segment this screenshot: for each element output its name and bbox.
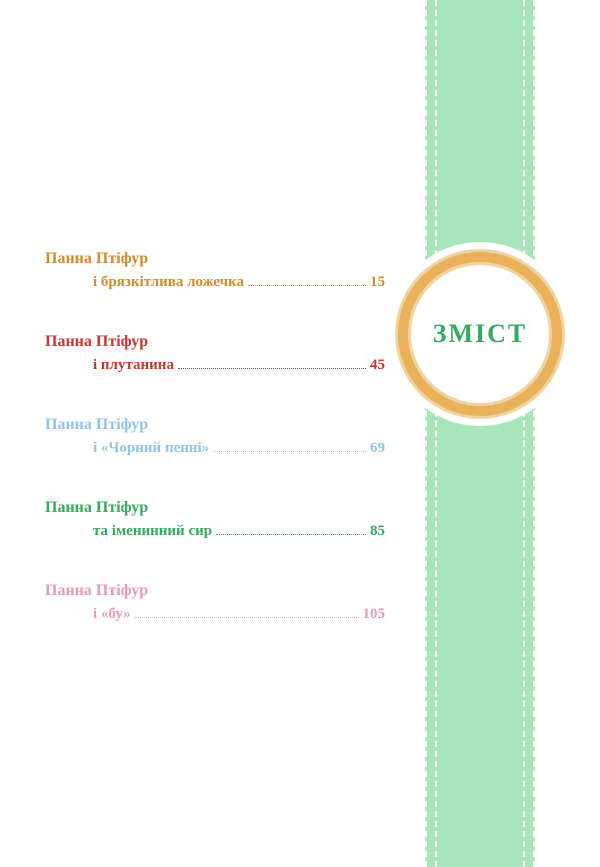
toc-subtitle: та іменинний сир xyxy=(93,523,212,540)
toc-leader xyxy=(213,451,366,452)
toc-item: Панна Птіфур і брязкітлива ложечка 15 xyxy=(45,250,385,291)
toc-page: 105 xyxy=(363,606,386,623)
toc-title: Панна Птіфур xyxy=(45,333,385,351)
toc-title: Панна Птіфур xyxy=(45,499,385,517)
toc-page: 15 xyxy=(370,274,385,291)
toc-title: Панна Птіфур xyxy=(45,582,385,600)
ribbon-stitches xyxy=(435,0,525,867)
toc-leader xyxy=(135,617,359,618)
toc-subtitle: і брязкітлива ложечка xyxy=(93,274,244,291)
toc-subtitle: і «бу» xyxy=(93,606,131,623)
toc-line: і брязкітлива ложечка 15 xyxy=(45,274,385,291)
toc-item: Панна Птіфур і плутанина 45 xyxy=(45,333,385,374)
toc-line: і «Чорний пенні» 69 xyxy=(45,440,385,457)
toc-page: 45 xyxy=(370,357,385,374)
table-of-contents: Панна Птіфур і брязкітлива ложечка 15 Па… xyxy=(45,250,385,665)
toc-subtitle: і плутанина xyxy=(93,357,174,374)
toc-item: Панна Птіфур і «бу» 105 xyxy=(45,582,385,623)
toc-title: Панна Птіфур xyxy=(45,250,385,268)
toc-page: 69 xyxy=(370,440,385,457)
toc-item: Панна Птіфур та іменинний сир 85 xyxy=(45,499,385,540)
toc-leader xyxy=(178,368,366,369)
toc-page: 85 xyxy=(370,523,385,540)
heading-badge: ЗМІСТ xyxy=(388,242,572,426)
toc-title: Панна Птіфур xyxy=(45,416,385,434)
toc-item: Панна Птіфур і «Чорний пенні» 69 xyxy=(45,416,385,457)
toc-line: і плутанина 45 xyxy=(45,357,385,374)
toc-line: і «бу» 105 xyxy=(45,606,385,623)
toc-leader xyxy=(248,285,366,286)
toc-line: та іменинний сир 85 xyxy=(45,523,385,540)
badge-outer: ЗМІСТ xyxy=(388,242,572,426)
toc-leader xyxy=(216,534,366,535)
ribbon xyxy=(425,0,535,867)
toc-subtitle: і «Чорний пенні» xyxy=(93,440,209,457)
heading-text: ЗМІСТ xyxy=(433,319,528,349)
